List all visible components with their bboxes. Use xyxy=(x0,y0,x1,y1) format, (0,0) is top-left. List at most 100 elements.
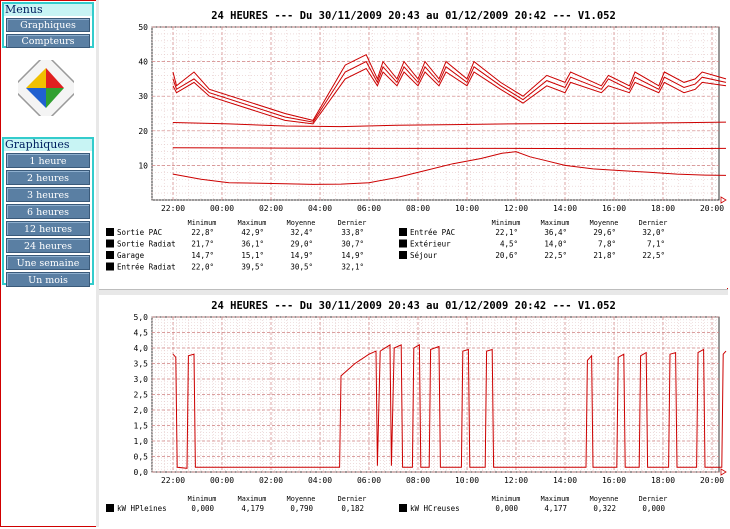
legend-label-left: Sortie Radiat xyxy=(117,240,176,249)
period-une-semaine-button[interactable]: Une semaine xyxy=(6,255,90,270)
stats-header-left: Minimum xyxy=(188,219,217,227)
x-tick-label: 16:00 xyxy=(602,476,626,485)
y-tick-label: 0,0 xyxy=(134,468,149,477)
legend-value-right: 22,5° xyxy=(642,251,665,260)
series-line-3 xyxy=(172,121,727,128)
legend-value-left: 14,9° xyxy=(341,251,364,260)
legend-value-left: 0,182 xyxy=(341,504,364,513)
x-tick-label: 10:00 xyxy=(455,204,479,213)
stats-header-left: Minimum xyxy=(188,495,217,503)
period-12-heures-button[interactable]: 12 heures xyxy=(6,221,90,236)
power-chart: 22:00 00:00 02:00 04:00 06:00 08:00 10:00 12:00… xyxy=(106,313,727,513)
y-tick-label: 3,0 xyxy=(134,375,149,384)
x-tick-label: 12:00 xyxy=(504,204,528,213)
legend-value-right: 0,000 xyxy=(642,504,665,513)
stats-header-right: Minimum xyxy=(492,495,521,503)
legend-swatch-left xyxy=(106,239,114,248)
legend-value-left: 30,5° xyxy=(290,263,313,272)
stats-header-right: Maximum xyxy=(541,495,570,503)
menus-title: Menus xyxy=(4,4,92,16)
y-tick-label: 3,5 xyxy=(134,360,149,369)
legend-value-left: 22,8° xyxy=(191,228,214,237)
x-tick-label: 12:00 xyxy=(504,476,528,485)
stats-header-left: Dernier xyxy=(338,219,367,227)
menu-compteurs-button[interactable]: Compteurs xyxy=(6,34,90,48)
legend-value-right: 7,8° xyxy=(598,240,616,249)
x-tick-label: 04:00 xyxy=(308,204,332,213)
legend-swatch-left xyxy=(106,251,114,259)
stats-header-left: Maximum xyxy=(238,495,267,503)
legend-value-left: 39,5° xyxy=(241,263,264,272)
x-tick-label: 06:00 xyxy=(357,204,381,213)
stats-header-right: Dernier xyxy=(639,219,668,227)
legend-value-right: 0,000 xyxy=(495,504,518,513)
y-tick-label: 20 xyxy=(138,127,148,136)
legend-label-left: Sortie PAC xyxy=(117,228,162,237)
x-tick-label: 10:00 xyxy=(455,476,479,485)
legend-swatch-left xyxy=(106,262,114,271)
legend-value-right: 36,4° xyxy=(544,228,567,237)
x-tick-label: 00:00 xyxy=(210,476,234,485)
legend-value-right: 4,177 xyxy=(544,504,567,513)
x-tick-label: 18:00 xyxy=(651,204,675,213)
legend-value-left: 0,790 xyxy=(290,504,313,513)
legend-value-left: 0,000 xyxy=(191,504,214,513)
legend-value-right: 29,6° xyxy=(593,228,616,237)
legend-label-right: kW HCreuses xyxy=(410,504,460,513)
legend-value-right: 32,0° xyxy=(642,228,665,237)
x-tick-label: 06:00 xyxy=(357,476,381,485)
x-tick-label: 22:00 xyxy=(161,476,185,485)
period-24-heures-button[interactable]: 24 heures xyxy=(6,238,90,253)
legend-swatch-right xyxy=(399,228,407,236)
stats-header-right: Minimum xyxy=(492,219,521,227)
legend-value-left: 4,179 xyxy=(241,504,264,513)
x-tick-label: 08:00 xyxy=(406,204,430,213)
legend-label-left: Entrée Radiat xyxy=(117,263,176,272)
legend-value-left: 32,1° xyxy=(341,263,364,272)
period-2-heures-button[interactable]: 2 heures xyxy=(6,170,90,185)
y-tick-label: 0,5 xyxy=(134,453,149,462)
legend-swatch-left xyxy=(106,228,114,236)
x-tick-label: 00:00 xyxy=(210,204,234,213)
x-tick-label: 16:00 xyxy=(602,204,626,213)
x-tick-label: 02:00 xyxy=(259,476,283,485)
legend-value-left: 33,8° xyxy=(341,228,364,237)
y-tick-label: 10 xyxy=(138,161,148,170)
legend-swatch-left xyxy=(106,504,114,512)
x-tick-label: 04:00 xyxy=(308,476,332,485)
legend-label-right: Extérieur xyxy=(410,240,451,249)
x-tick-label: 20:00 xyxy=(700,204,724,213)
y-tick-label: 4,0 xyxy=(134,344,149,353)
legend-value-right: 14,0° xyxy=(544,240,567,249)
y-tick-label: 5,0 xyxy=(134,313,149,322)
legend-value-left: 14,9° xyxy=(290,251,313,260)
x-tick-label: 14:00 xyxy=(553,476,577,485)
stats-header-left: Maximum xyxy=(238,219,267,227)
legend-value-left: 42,9° xyxy=(241,228,264,237)
series-line-5 xyxy=(172,151,727,185)
y-tick-label: 2,5 xyxy=(134,391,149,400)
x-axis-arrow xyxy=(720,196,727,204)
temperature-chart-title: 24 HEURES --- Du 30/11/2009 20:43 au 01/… xyxy=(211,10,616,22)
legend-value-right: 0,322 xyxy=(593,504,616,513)
app-logo-icon xyxy=(18,60,74,116)
y-tick-label: 2,0 xyxy=(134,406,149,415)
period-1-heure-button[interactable]: 1 heure xyxy=(6,153,90,168)
legend-swatch-right xyxy=(399,504,407,512)
legend-value-left: 21,7° xyxy=(191,240,214,249)
temperature-chart-panel: 24 HEURES --- Du 30/11/2009 20:43 au 01/… xyxy=(99,0,728,288)
period-3-heures-button[interactable]: 3 heures xyxy=(6,187,90,202)
legend-label-right: Entrée PAC xyxy=(410,228,455,237)
menu-graphiques-button[interactable]: Graphiques xyxy=(6,18,90,32)
legend-value-left: 29,0° xyxy=(290,240,313,249)
legend-swatch-right xyxy=(399,239,407,248)
stats-header-right: Moyenne xyxy=(590,495,619,503)
x-tick-label: 02:00 xyxy=(259,204,283,213)
legend-value-right: 22,1° xyxy=(495,228,518,237)
period-un-mois-button[interactable]: Un mois xyxy=(6,272,90,287)
y-tick-label: 4,5 xyxy=(134,329,149,338)
stats-header-right: Maximum xyxy=(541,219,570,227)
temperature-chart: 22:00 00:00 02:00 04:00 06:00 08:00 10:00 12:00… xyxy=(106,23,727,272)
legend-value-right: 4,5° xyxy=(500,240,518,249)
period-6-heures-button[interactable]: 6 heures xyxy=(6,204,90,219)
